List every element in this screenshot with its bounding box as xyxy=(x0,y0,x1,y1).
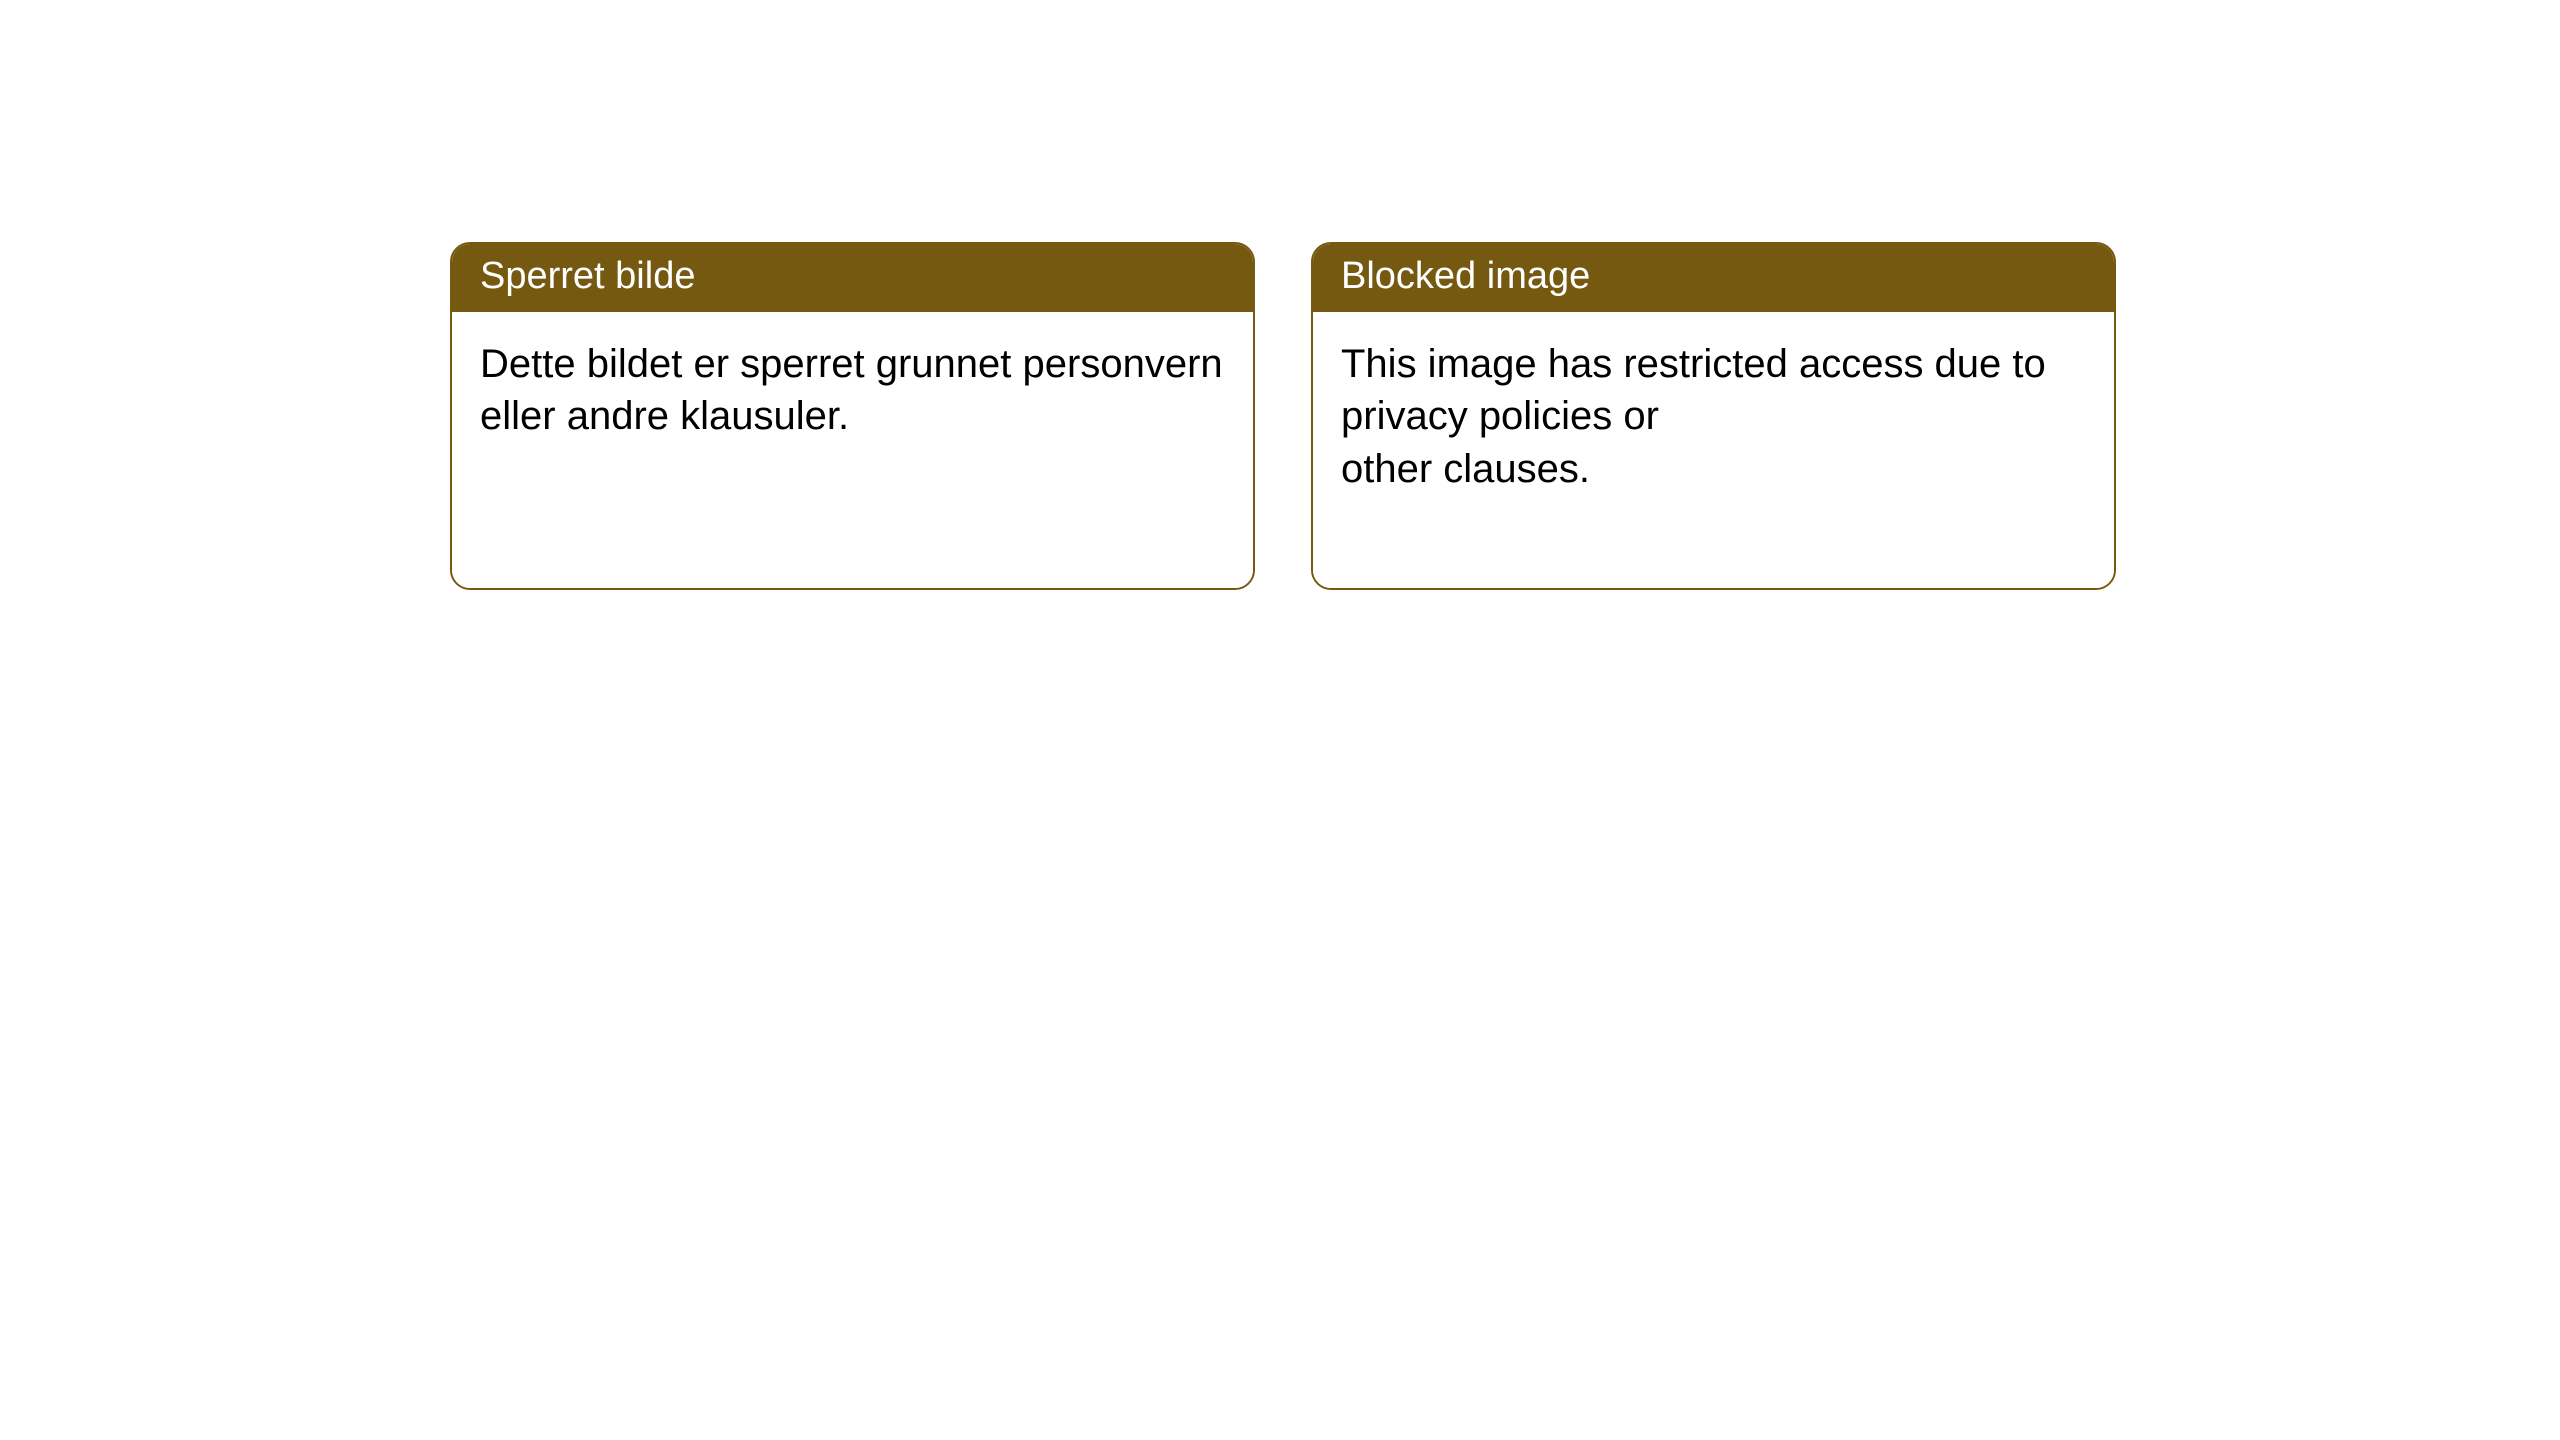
notice-container: Sperret bilde Dette bildet er sperret gr… xyxy=(0,0,2560,590)
notice-card-english: Blocked image This image has restricted … xyxy=(1311,242,2116,590)
notice-card-title: Blocked image xyxy=(1313,244,2114,312)
notice-card-norwegian: Sperret bilde Dette bildet er sperret gr… xyxy=(450,242,1255,590)
notice-card-body: This image has restricted access due to … xyxy=(1313,312,2114,588)
notice-card-body: Dette bildet er sperret grunnet personve… xyxy=(452,312,1253,588)
notice-card-title: Sperret bilde xyxy=(452,244,1253,312)
